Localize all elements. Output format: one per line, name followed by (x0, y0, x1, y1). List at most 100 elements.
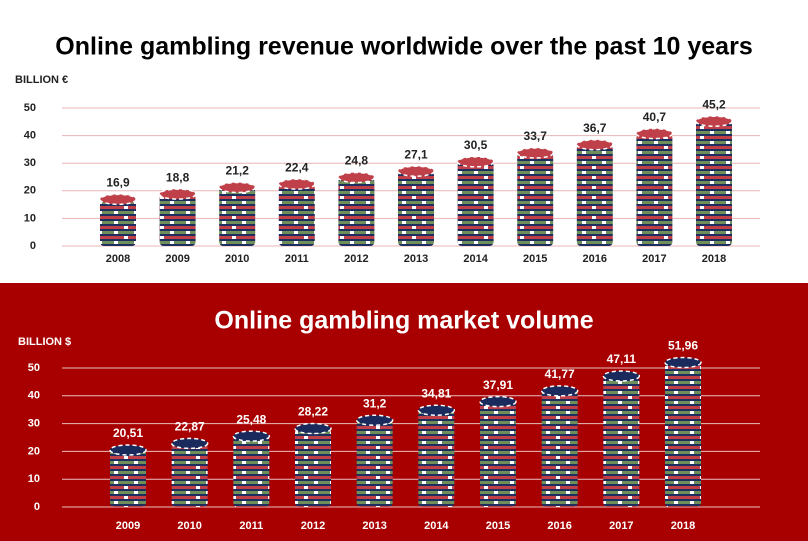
x-tick-label: 2012 (301, 520, 325, 532)
chip-top (337, 171, 376, 184)
value-label: 21,2 (226, 164, 250, 178)
chip-stack (665, 362, 701, 507)
chip-top (602, 370, 641, 382)
x-tick-label: 2010 (177, 520, 201, 532)
y-tick-label: 10 (28, 473, 40, 485)
chip-stack (159, 194, 196, 246)
x-tick-label: 2016 (583, 253, 607, 265)
chart-title: Online gambling revenue worldwide over t… (55, 33, 752, 61)
chip-top (417, 404, 456, 416)
x-tick-label: 2017 (642, 253, 666, 265)
y-tick-label: 40 (24, 130, 36, 142)
chip-stack (418, 410, 455, 507)
x-tick-label: 2015 (486, 520, 510, 532)
value-label: 20,51 (113, 426, 143, 440)
value-label: 30,5 (464, 138, 488, 152)
value-label: 24,8 (345, 154, 369, 168)
chip-top (218, 181, 256, 194)
chip-top (109, 444, 147, 456)
chip-stack (338, 177, 375, 246)
value-label: 51,96 (668, 339, 698, 353)
chip-stack (541, 390, 578, 507)
y-tick-label: 30 (24, 157, 36, 169)
x-tick-label: 2009 (116, 520, 140, 532)
value-label: 18,8 (166, 170, 190, 184)
chip-top (479, 395, 517, 408)
chip-stack (219, 187, 256, 246)
value-label: 27,1 (404, 147, 428, 161)
y-axis-label: BILLION € (15, 74, 68, 86)
chip-stack (278, 184, 315, 246)
y-tick-label: 50 (24, 102, 36, 114)
chip-top (576, 138, 614, 151)
chip-stack (171, 443, 208, 507)
chip-top (99, 193, 137, 206)
value-label: 22,4 (285, 160, 309, 174)
y-tick-label: 20 (24, 185, 36, 197)
y-axis-label: BILLION $ (18, 336, 71, 348)
x-tick-label: 2018 (702, 253, 726, 265)
y-tick-label: 40 (28, 390, 40, 402)
x-tick-label: 2009 (165, 253, 189, 265)
chip-top (232, 430, 271, 442)
chip-stack (100, 199, 136, 246)
x-tick-label: 2011 (239, 520, 263, 532)
chip-stack (457, 161, 494, 246)
chip-top (278, 178, 316, 190)
chip-stack (398, 171, 434, 246)
chip-top (397, 165, 435, 177)
y-tick-label: 10 (24, 212, 36, 224)
chip-stack (233, 436, 270, 507)
value-label: 36,7 (583, 121, 607, 135)
chip-top (170, 437, 209, 450)
chip-stack (603, 376, 640, 507)
x-tick-label: 2016 (547, 520, 571, 532)
x-tick-label: 2014 (463, 253, 488, 265)
x-tick-label: 2011 (285, 253, 309, 265)
x-tick-label: 2008 (106, 253, 130, 265)
value-label: 16,9 (106, 176, 130, 190)
chip-top (695, 115, 733, 127)
x-tick-label: 2015 (523, 253, 547, 265)
value-label: 28,22 (298, 405, 328, 419)
chip-top (635, 127, 674, 140)
y-tick-label: 20 (28, 445, 40, 457)
chip-top (516, 147, 554, 159)
x-tick-label: 2014 (424, 520, 449, 532)
x-tick-label: 2010 (225, 253, 249, 265)
value-label: 34,81 (421, 386, 451, 400)
x-tick-label: 2013 (362, 520, 386, 532)
y-tick-label: 0 (30, 240, 36, 252)
value-label: 37,91 (483, 378, 513, 392)
value-label: 45,2 (702, 97, 726, 111)
chip-stack (356, 420, 393, 507)
chip-top (664, 356, 702, 369)
x-tick-label: 2017 (609, 520, 633, 532)
chip-top (294, 422, 332, 435)
value-label: 25,48 (236, 412, 266, 426)
y-tick-label: 0 (34, 501, 40, 513)
x-tick-label: 2018 (671, 520, 695, 532)
chip-stack (576, 144, 613, 246)
chip-top (355, 414, 394, 427)
chip-stack (480, 401, 516, 507)
value-label: 31,2 (363, 396, 387, 410)
chip-stack (636, 133, 673, 246)
chip-stack (696, 121, 732, 246)
chip-stack (517, 152, 554, 246)
y-tick-label: 30 (28, 418, 40, 430)
chart-title: Online gambling market volume (214, 307, 593, 335)
y-tick-label: 50 (28, 362, 40, 374)
chip-top (456, 156, 495, 168)
chip-top (540, 385, 579, 397)
value-label: 47,11 (607, 352, 637, 366)
value-label: 40,7 (643, 110, 667, 124)
chip-stack (295, 428, 331, 507)
x-tick-label: 2013 (404, 253, 428, 265)
value-label: 22,87 (175, 420, 205, 434)
value-label: 41,77 (545, 367, 575, 381)
chip-stack (110, 449, 146, 507)
x-tick-label: 2012 (344, 253, 368, 265)
